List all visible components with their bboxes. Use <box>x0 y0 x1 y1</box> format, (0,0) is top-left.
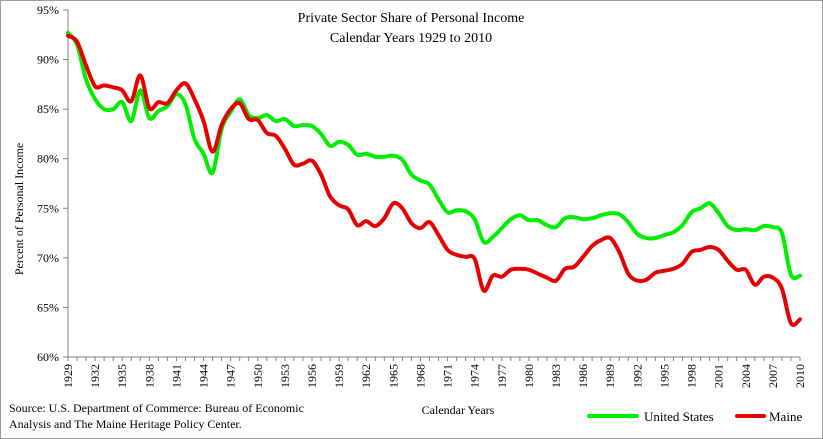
y-tick-label: 65% <box>37 300 59 314</box>
source-line-1: Source: U.S. Department of Commerce: Bur… <box>9 401 304 415</box>
x-tick-label: 1980 <box>522 364 536 388</box>
x-tick-label: 1977 <box>495 364 509 388</box>
chart-title-line-2: Calendar Years 1929 to 2010 <box>330 31 492 46</box>
x-tick-label: 1992 <box>630 364 644 388</box>
x-tick-label: 1944 <box>197 364 211 388</box>
x-tick-label: 2004 <box>739 364 753 388</box>
x-tick-label: 2007 <box>766 364 780 388</box>
legend-label-united-states: United States <box>644 409 714 424</box>
y-tick-label: 95% <box>37 3 59 17</box>
x-tick-label: 1932 <box>88 364 102 388</box>
series-line-united-states <box>66 30 802 281</box>
y-tick-label: 75% <box>37 201 59 215</box>
y-tick-label: 90% <box>37 53 59 67</box>
y-axis-title: Percent of Personal Income <box>12 143 26 275</box>
x-tick-label: 1938 <box>142 364 156 388</box>
x-tick-label: 1986 <box>576 364 590 388</box>
series-lines <box>66 30 802 327</box>
y-tick-label: 85% <box>37 102 59 116</box>
x-tick-label: 1935 <box>115 364 129 388</box>
legend: United States Maine <box>587 409 802 424</box>
x-tick-label: 1995 <box>657 364 671 388</box>
x-tick-label: 1941 <box>169 364 183 388</box>
x-tick-label: 1929 <box>61 364 75 388</box>
x-tick-label: 1953 <box>278 364 292 388</box>
x-tick-label: 1947 <box>224 364 238 388</box>
y-tick-label: 80% <box>37 152 59 166</box>
y-tick-label: 70% <box>37 251 59 265</box>
x-tick-label: 1959 <box>332 364 346 388</box>
chart-title-line-1: Private Sector Share of Personal Income <box>298 11 525 26</box>
axes <box>63 9 801 361</box>
x-tick-label: 1989 <box>603 364 617 388</box>
legend-label-maine: Maine <box>769 409 802 424</box>
source-line-2: Analysis and The Maine Heritage Policy C… <box>9 417 242 431</box>
series-line-maine <box>66 33 802 327</box>
x-tick-label: 2010 <box>793 364 807 388</box>
y-tick-label: 60% <box>37 350 59 364</box>
x-tick-label: 1998 <box>685 364 699 388</box>
x-tick-label: 1956 <box>305 364 319 388</box>
y-axis-tick-labels: 60% 65% 70% 75% 80% 85% 90% 95% <box>37 3 59 364</box>
x-tick-label: 1968 <box>413 364 427 388</box>
x-axis-title: Calendar Years <box>422 403 495 417</box>
x-tick-label: 1950 <box>251 364 265 388</box>
x-tick-label: 1974 <box>468 364 482 388</box>
x-tick-label: 1965 <box>386 364 400 388</box>
x-tick-label: 2001 <box>712 364 726 388</box>
x-tick-label: 1962 <box>359 364 373 388</box>
x-tick-label: 1983 <box>549 364 563 388</box>
x-axis-tick-labels: 1929 1932 1935 1938 1941 1944 1947 1950 1953 1956… <box>61 364 807 388</box>
x-tick-label: 1971 <box>441 364 455 388</box>
